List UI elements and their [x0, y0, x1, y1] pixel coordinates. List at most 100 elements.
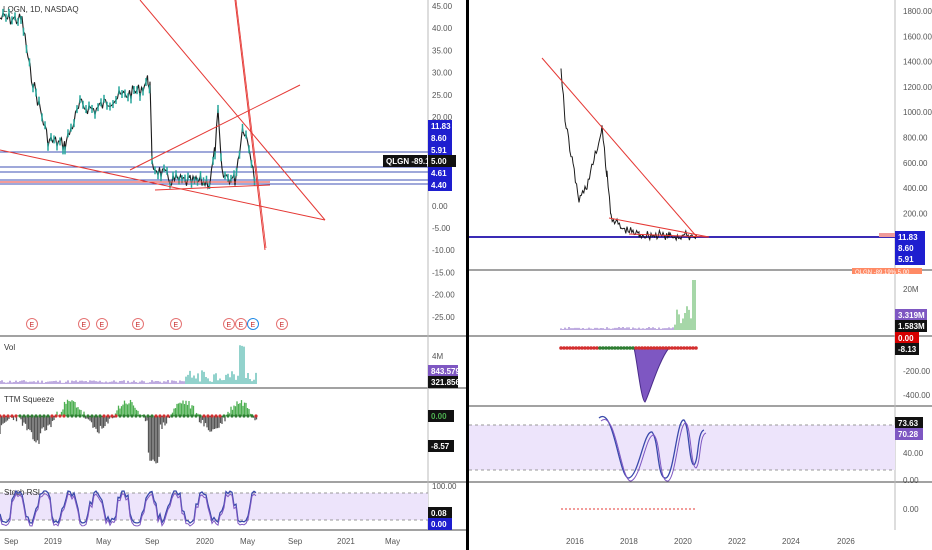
squeeze-dot: [90, 414, 94, 418]
squeeze-dot: [118, 414, 122, 418]
squeeze-axis-tick: -200.00: [903, 367, 931, 376]
time-axis-label: 2021: [337, 537, 355, 546]
squeeze-dot: [86, 414, 90, 418]
squeeze-dot: [174, 414, 178, 418]
earnings-marker[interactable]: E: [26, 318, 38, 330]
squeeze-dot: [634, 346, 638, 350]
price-tag: 11.83: [895, 231, 925, 243]
squeeze-label: TTM Squeeze: [4, 395, 55, 404]
time-axis-label: 2020: [196, 537, 214, 546]
earnings-marker[interactable]: E: [235, 318, 247, 330]
squeeze-dot: [210, 414, 214, 418]
price-tag-qlgn: QLGN -89.19%: [383, 155, 441, 167]
price-tag-bg: [428, 132, 452, 144]
price-tag-bg: [428, 179, 452, 191]
price-series-line[interactable]: [560, 68, 698, 242]
trend-line[interactable]: [154, 184, 271, 191]
earnings-marker[interactable]: E: [170, 318, 182, 330]
squeeze-histogram: [633, 347, 671, 403]
squeeze-dot: [559, 346, 563, 350]
vol-axis-tick: 20M: [903, 285, 919, 294]
price-tag-text: 8.60: [431, 134, 447, 143]
earnings-marker-label: E: [280, 322, 285, 329]
trend-line[interactable]: [139, 0, 326, 221]
squeeze-dot: [206, 414, 210, 418]
earnings-marker[interactable]: E: [132, 318, 144, 330]
squeeze-tag-bg: [428, 440, 454, 452]
trend-line[interactable]: [628, 233, 710, 238]
vol-tag: 321.856K: [428, 376, 466, 388]
squeeze-dot: [586, 346, 590, 350]
trend-line[interactable]: [541, 57, 698, 238]
price-tag-current-text: 5.00: [431, 157, 447, 166]
time-axis-label: May: [385, 537, 400, 546]
earnings-marker[interactable]: E: [276, 318, 288, 330]
squeeze-dot: [146, 414, 150, 418]
squeeze-dot: [673, 346, 677, 350]
right-chart-panel[interactable]: 1800.00 1600.00 1400.00 1200.00 1000.00 800.0…: [469, 0, 932, 550]
squeeze-dot: [230, 414, 234, 418]
squeeze-dot: [658, 346, 662, 350]
price-tag: 5.91: [895, 253, 925, 265]
squeeze-dot: [154, 414, 158, 418]
squeeze-dot: [595, 346, 599, 350]
rsi-axis-tick: 100.00: [432, 482, 457, 491]
earnings-marker[interactable]: E: [223, 318, 235, 330]
trend-line[interactable]: [235, 0, 267, 249]
squeeze-dot: [10, 414, 14, 418]
pane5-axis-tick: 0.00: [903, 505, 919, 514]
time-axis-label: 2016: [566, 537, 584, 546]
squeeze-dot: [62, 414, 66, 418]
earnings-marker-label: E: [239, 322, 244, 329]
stoch-d-line: [0, 493, 257, 527]
price-axis-tick: 400.00: [903, 184, 928, 193]
squeeze-dot: [70, 414, 74, 418]
squeeze-dot: [604, 346, 608, 350]
price-marker: [879, 233, 895, 237]
earnings-marker[interactable]: E: [96, 318, 108, 330]
squeeze-dot: [571, 346, 575, 350]
squeeze-dot: [54, 414, 58, 418]
time-axis-label: 2026: [837, 537, 855, 546]
squeeze-dot: [94, 414, 98, 418]
vol-tag-text: 321.856K: [431, 378, 466, 387]
squeeze-dot: [652, 346, 656, 350]
price-tag: 5.91: [428, 144, 452, 156]
earnings-marker-circle: [170, 318, 182, 330]
squeeze-dot: [580, 346, 584, 350]
trend-line[interactable]: [608, 217, 710, 238]
earnings-marker-circle: [223, 318, 235, 330]
squeeze-dot: [226, 414, 230, 418]
squeeze-dot: [166, 414, 170, 418]
rsi-tag-text: 70.28: [898, 430, 919, 439]
squeeze-dot: [592, 346, 596, 350]
left-chart-panel[interactable]: 45.0040.0035.0030.0025.0020.0015.0010.00…: [0, 0, 466, 550]
squeeze-dot: [186, 414, 190, 418]
squeeze-dot: [78, 414, 82, 418]
trend-line[interactable]: [0, 149, 326, 221]
price-tag-bg: [895, 253, 925, 265]
stoch-d-line: [600, 419, 707, 482]
trend-line[interactable]: [234, 0, 266, 251]
squeeze-dot: [655, 346, 659, 350]
earnings-marker[interactable]: E: [247, 318, 259, 330]
panel-divider[interactable]: [466, 0, 469, 550]
price-axis-tick: 1000.00: [903, 108, 932, 117]
time-axis-label: 2018: [620, 537, 638, 546]
time-axis-label: 2022: [728, 537, 746, 546]
price-axis-tick: 1800.00: [903, 7, 932, 16]
trend-line[interactable]: [129, 84, 301, 171]
squeeze-dot: [682, 346, 686, 350]
vol-tag-bg: [428, 365, 458, 377]
price-axis-tick: -25.00: [432, 313, 455, 322]
vol-tag-bg: [428, 376, 458, 388]
rsi-tag-text: 73.63: [898, 419, 919, 428]
price-axis-tick: -10.00: [432, 246, 455, 255]
squeeze-dot: [694, 346, 698, 350]
time-axis-label: Sep: [145, 537, 160, 546]
squeeze-dot: [142, 414, 146, 418]
earnings-marker-label: E: [174, 322, 179, 329]
price-axis-tick: 200.00: [903, 209, 928, 218]
rsi-tag-bg: [895, 428, 923, 440]
earnings-marker[interactable]: E: [78, 318, 90, 330]
